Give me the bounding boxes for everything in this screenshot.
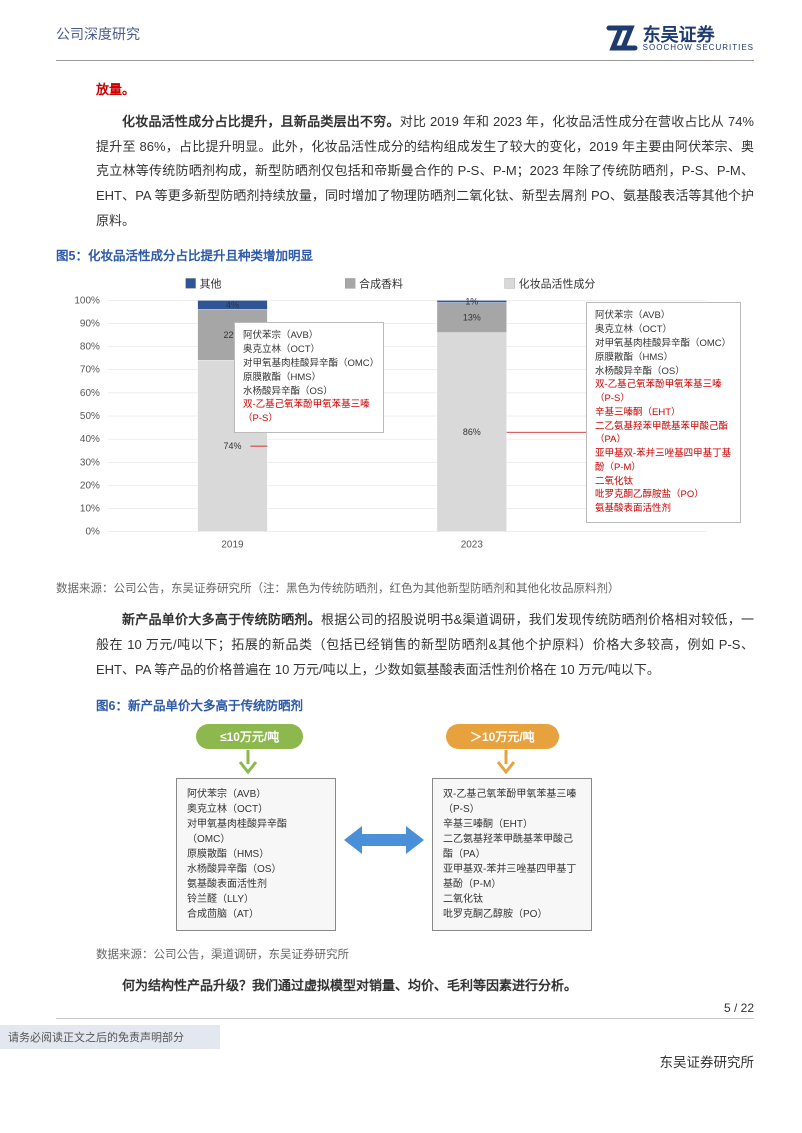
para1-body: 对比 2019 年和 2023 年，化妆品活性成分在营收占比从 74%提升至 8… bbox=[96, 114, 754, 228]
disclaimer-note: 请务必阅读正文之后的免责声明部分 bbox=[0, 1025, 220, 1049]
svg-text:合成香料: 合成香料 bbox=[359, 277, 403, 291]
svg-text:化妆品活性成分: 化妆品活性成分 bbox=[519, 277, 596, 291]
page-header: 公司深度研究 东吴证券 SOOCHOW SECURITIES bbox=[56, 24, 754, 61]
svg-text:其他: 其他 bbox=[200, 278, 222, 291]
paragraph-2: 新产品单价大多高于传统防晒剂。根据公司的招股说明书&渠道调研，我们发现传统防晒剂… bbox=[96, 608, 754, 682]
svg-text:70%: 70% bbox=[80, 365, 100, 376]
svg-text:1%: 1% bbox=[465, 297, 478, 307]
down-arrow-icon bbox=[496, 750, 516, 776]
fig5-source: 数据来源：公司公告，东吴证券研究所（注：黑色为传统防晒剂，红色为其他新型防晒剂和… bbox=[56, 580, 754, 596]
para2-lead: 新产品单价大多高于传统防晒剂。 bbox=[122, 612, 321, 627]
svg-text:2019: 2019 bbox=[221, 540, 244, 551]
svg-text:30%: 30% bbox=[80, 458, 100, 469]
svg-text:50%: 50% bbox=[80, 411, 100, 422]
page-number: 5 / 22 bbox=[724, 1001, 754, 1015]
logo-text: 东吴证券 bbox=[643, 26, 754, 44]
highlight-text: 放量。 bbox=[96, 79, 754, 98]
fig6-diagram: ≤10万元/吨 ＞10万元/吨 阿伏苯宗（AVB）奥克立林（OCT）对甲氧基肉桂… bbox=[116, 724, 754, 940]
svg-text:90%: 90% bbox=[80, 319, 100, 330]
svg-text:0%: 0% bbox=[85, 527, 100, 538]
logo-icon bbox=[605, 24, 639, 54]
fig6-left-box: 阿伏苯宗（AVB）奥克立林（OCT）对甲氧基肉桂酸异辛酯（OMC）原膜散酯（HM… bbox=[176, 778, 336, 931]
paragraph-3: 何为结构性产品升级？我们通过虚拟模型对销量、均价、毛利等因素进行分析。 bbox=[96, 974, 754, 999]
svg-text:10%: 10% bbox=[80, 504, 100, 515]
paragraph-1: 化妆品活性成分占比提升，且新品类层出不穷。对比 2019 年和 2023 年，化… bbox=[96, 110, 754, 233]
footer-brand: 东吴证券研究所 bbox=[56, 1051, 754, 1071]
fig5-callout-2019: 阿伏苯宗（AVB）奥克立林（OCT）对甲氧基肉桂酸异辛酯（OMC）原膜散酯（HM… bbox=[234, 322, 384, 432]
logo: 东吴证券 SOOCHOW SECURITIES bbox=[605, 24, 754, 54]
double-arrow-icon bbox=[344, 824, 424, 856]
fig6-source: 数据来源：公司公告，渠道调研，东吴证券研究所 bbox=[96, 946, 754, 962]
page-footer: 5 / 22 请务必阅读正文之后的免责声明部分 东吴证券研究所 bbox=[56, 1018, 754, 1071]
svg-text:74%: 74% bbox=[224, 442, 242, 452]
fig5-callout-2023: 阿伏苯宗（AVB）奥克立林（OCT）对甲氧基肉桂酸异辛酯（OMC）原膜散酯（HM… bbox=[586, 302, 741, 522]
svg-text:4%: 4% bbox=[226, 300, 239, 310]
logo-subtext: SOOCHOW SECURITIES bbox=[643, 44, 754, 52]
svg-text:86%: 86% bbox=[463, 428, 481, 438]
fig6-right-pill: ＞10万元/吨 bbox=[446, 724, 559, 749]
svg-text:2023: 2023 bbox=[461, 540, 484, 551]
down-arrow-icon bbox=[238, 750, 258, 776]
doc-type-label: 公司深度研究 bbox=[56, 24, 140, 44]
fig6-right-box: 双-乙基己氧苯酚甲氧苯基三嗪（P-S）辛基三嗪酮（EHT）二乙氨基羟苯甲酰基苯甲… bbox=[432, 778, 592, 931]
svg-text:60%: 60% bbox=[80, 388, 100, 399]
svg-text:13%: 13% bbox=[463, 313, 481, 323]
svg-text:100%: 100% bbox=[74, 296, 100, 307]
svg-text:20%: 20% bbox=[80, 481, 100, 492]
fig5-chart: 其他 合成香料 化妆品活性成分 0% 10% 20% 30% 40% 50% 60% 70% 80% 9… bbox=[56, 272, 754, 574]
fig6-left-pill: ≤10万元/吨 bbox=[196, 724, 303, 749]
svg-text:40%: 40% bbox=[80, 435, 100, 446]
fig5-title: 图5：化妆品活性成分占比提升且种类增加明显 bbox=[56, 245, 754, 264]
para1-lead: 化妆品活性成分占比提升，且新品类层出不穷。 bbox=[122, 114, 400, 129]
svg-text:80%: 80% bbox=[80, 342, 100, 353]
fig6-title: 图6：新产品单价大多高于传统防晒剂 bbox=[96, 695, 754, 714]
